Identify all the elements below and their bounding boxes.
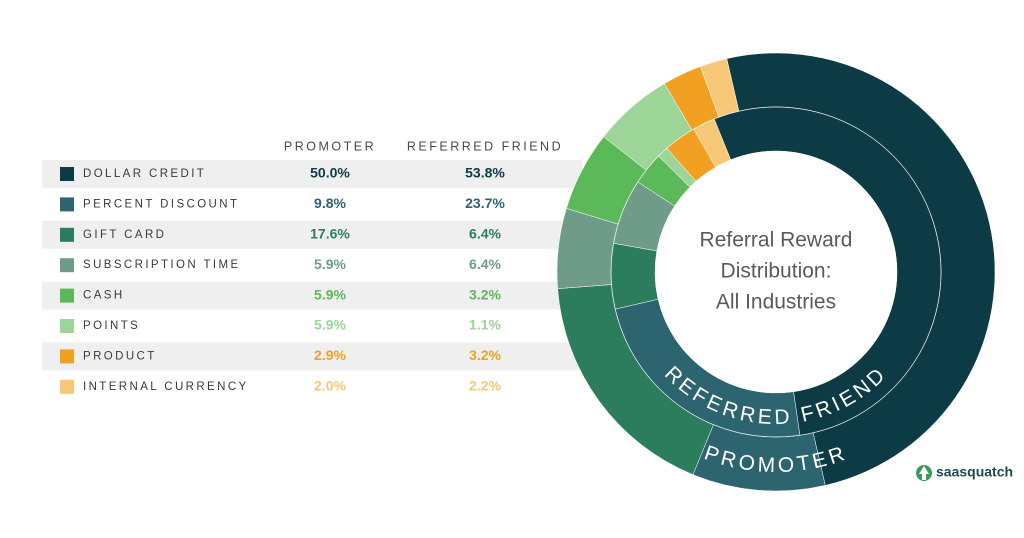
category-label: INTERNAL CURRENCY xyxy=(83,381,249,393)
chart-title: All Industries xyxy=(716,291,836,314)
swatch xyxy=(60,197,74,212)
category-label: POINTS xyxy=(83,320,140,332)
column-header: PROMOTER xyxy=(284,139,376,153)
row-band xyxy=(42,220,582,249)
row-band xyxy=(42,160,582,188)
donut-segment xyxy=(610,242,659,310)
value-label: 5.9% xyxy=(314,256,346,272)
value-label: 6.4% xyxy=(469,226,501,242)
logo: saasquatch xyxy=(916,464,1013,481)
chart-title: Distribution: xyxy=(721,260,832,283)
swatch xyxy=(60,319,74,333)
row-band xyxy=(42,281,582,310)
swatch xyxy=(60,227,74,242)
value-label: 9.8% xyxy=(314,195,346,211)
chart-title: Referral Reward xyxy=(700,229,853,252)
value-label: 2.0% xyxy=(314,378,346,394)
category-label: GIFT CARD xyxy=(83,229,166,241)
value-label: 5.9% xyxy=(314,317,346,333)
value-label: 2.2% xyxy=(469,378,501,394)
value-label: 3.2% xyxy=(469,347,501,363)
swatch xyxy=(60,349,74,364)
swatch xyxy=(60,379,74,394)
donut xyxy=(556,52,996,492)
swatch xyxy=(60,167,74,181)
table: PROMOTER REFERRED FRIEND DOLLAR CREDIT 50.0… xyxy=(42,139,582,394)
value-label: 2.9% xyxy=(314,347,346,363)
column-header: REFERRED FRIEND xyxy=(407,139,563,153)
donut-hole xyxy=(655,151,897,393)
category-label: SUBSCRIPTION TIME xyxy=(83,259,241,271)
value-label: 23.7% xyxy=(465,195,505,211)
value-label: 53.8% xyxy=(465,165,505,181)
category-label: CASH xyxy=(83,290,125,302)
brand: saasquatch xyxy=(936,464,1013,480)
value-label: 5.9% xyxy=(314,286,346,302)
value-label: 1.1% xyxy=(469,317,501,333)
logo-tree xyxy=(919,466,929,480)
category-label: PERCENT DISCOUNT xyxy=(83,198,239,210)
value-label: 3.2% xyxy=(469,286,501,302)
ring-divider xyxy=(610,106,942,438)
swatch xyxy=(60,258,74,273)
row-band xyxy=(42,342,582,371)
value-label: 17.6% xyxy=(310,226,350,242)
value-label: 50.0% xyxy=(310,165,350,181)
swatch xyxy=(60,288,74,303)
category-label: PRODUCT xyxy=(83,350,157,362)
category-label: DOLLAR CREDIT xyxy=(83,168,206,180)
value-label: 6.4% xyxy=(469,256,501,272)
